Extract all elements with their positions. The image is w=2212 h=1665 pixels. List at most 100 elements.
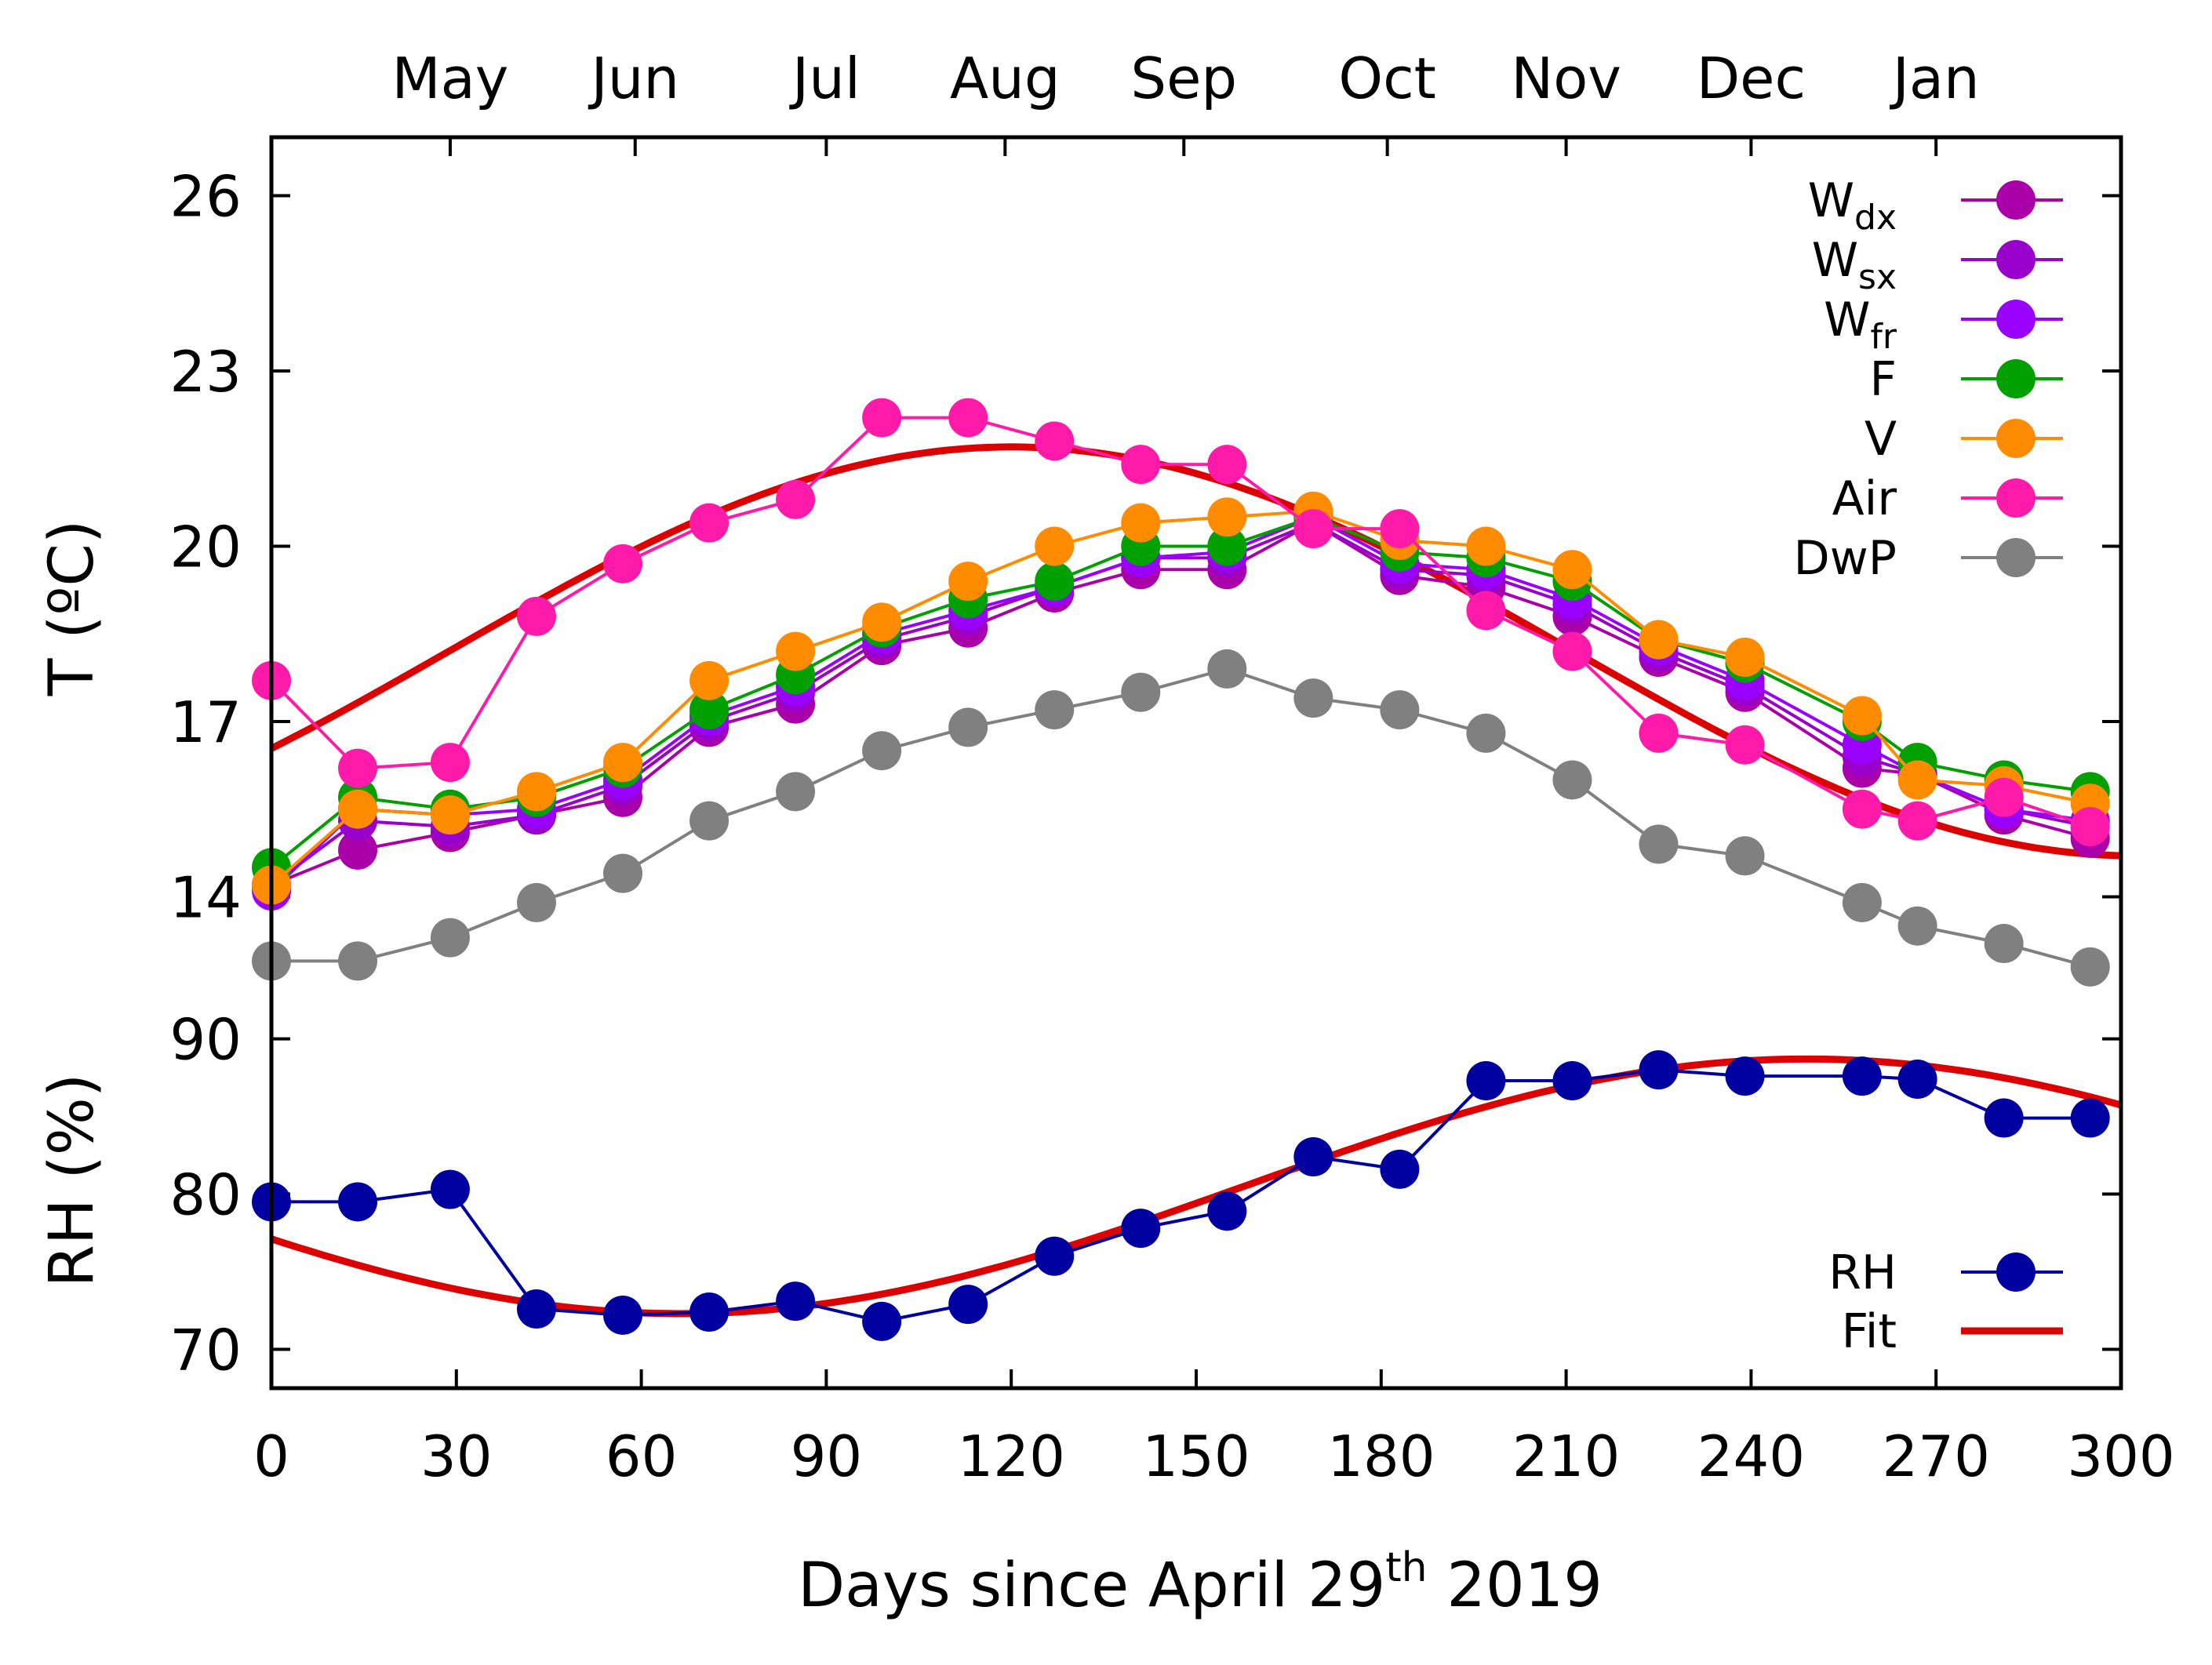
data-point-rh [1842, 1056, 1882, 1096]
data-layer [252, 398, 2123, 1341]
y-tick-label: 80 [169, 1162, 242, 1228]
x-tick-label: 120 [957, 1423, 1064, 1489]
data-point-air [338, 748, 378, 788]
data-point-air [1984, 777, 2024, 817]
month-label: Jul [789, 45, 860, 111]
x-tick-label: 180 [1327, 1423, 1435, 1489]
series-line-dwp [271, 667, 2091, 969]
y-axis-title-humidity: RH (%) [37, 1074, 107, 1288]
data-point-rh [776, 1281, 816, 1321]
data-point-dwp [2070, 947, 2110, 987]
data-point-dwp [1466, 713, 1506, 753]
month-label: May [392, 45, 509, 111]
x-axis-title-year: 2019 [1428, 1550, 1603, 1621]
y-tick-label: 14 [169, 864, 242, 930]
data-point-dwp [1035, 690, 1075, 730]
data-point-air [1207, 445, 1247, 485]
x-tick-label: 60 [606, 1423, 678, 1489]
data-point-air [948, 398, 988, 438]
data-point-rh [1380, 1149, 1420, 1189]
data-point-rh [1207, 1191, 1247, 1231]
x-tick-label: 150 [1142, 1423, 1250, 1489]
series-line-v [270, 509, 2091, 887]
data-point-v [1121, 503, 1161, 543]
data-point-dwp [1207, 649, 1247, 689]
series-line-air [270, 416, 2091, 828]
tick-layer [270, 137, 2123, 1388]
x-axis-title-superscript: th [1385, 1544, 1427, 1591]
data-point-air [1725, 725, 1765, 765]
data-point-v [1725, 638, 1765, 678]
legend-marker-dwx [1996, 180, 2036, 220]
data-point-air [1466, 591, 1506, 631]
data-point-dwp [689, 801, 729, 841]
data-point-air [1293, 509, 1333, 549]
data-point-rh [689, 1292, 729, 1332]
data-point-dwp [1842, 882, 1882, 922]
y-axis-title-temperature: T (ºC) [37, 520, 107, 697]
legend-marker-air [1996, 478, 2036, 518]
legend-label-v: V [1865, 412, 1897, 467]
data-point-v [862, 602, 902, 642]
data-point-rh [1552, 1061, 1592, 1101]
data-point-v [1207, 497, 1247, 537]
data-point-v [338, 789, 378, 829]
data-point-v [948, 562, 988, 602]
data-point-rh [338, 1182, 378, 1222]
x-tick-label: 30 [420, 1423, 493, 1489]
fit-curve-temperature [269, 443, 2122, 860]
data-point-v [1466, 526, 1506, 566]
data-point-air [516, 596, 556, 636]
data-point-v [1842, 696, 1882, 736]
plot-frame [269, 135, 2123, 1391]
data-point-rh [862, 1301, 902, 1341]
month-label: Jan [1890, 45, 1980, 111]
data-point-rh [1035, 1236, 1075, 1276]
data-point-dwp [1293, 678, 1333, 718]
legend-label-dwx: Wdx [1808, 173, 1897, 238]
data-point-air [1035, 421, 1075, 461]
legend-label-wsx: Wsx [1812, 233, 1897, 297]
data-point-rh [948, 1285, 988, 1325]
data-point-rh [1293, 1137, 1333, 1177]
legend-label-f: F [1869, 352, 1897, 407]
x-tick-label: 240 [1697, 1423, 1805, 1489]
data-point-v [1897, 760, 1937, 800]
data-point-dwp [1897, 906, 1937, 946]
data-point-f [689, 690, 729, 730]
legend-label-base: W [1808, 173, 1854, 228]
data-point-dwp [1639, 824, 1679, 864]
data-point-dwp [1552, 760, 1592, 800]
data-point-rh [603, 1295, 643, 1335]
series-line-dwx [271, 521, 2091, 887]
data-point-dwx [338, 830, 378, 870]
y-tick-label: 20 [169, 514, 242, 580]
label-layer: 0 30 60 90 120 150 180 210 240 270 300 May Jun Jul Aug… [169, 45, 2174, 1489]
y-tick-label: 17 [169, 689, 242, 755]
series-line-f [270, 515, 2090, 869]
legend-marker-v [1996, 419, 2036, 458]
data-point-rh [1121, 1209, 1161, 1249]
y-tick-label: 90 [169, 1007, 242, 1073]
data-point-dwp [603, 853, 643, 893]
data-point-air [1121, 445, 1161, 485]
data-point-v [516, 772, 556, 812]
legend-label-fit: Fit [1842, 1304, 1897, 1359]
data-point-dwp [948, 707, 988, 747]
legend-marker-wsx [1996, 240, 2036, 279]
y-tick-label: 23 [169, 339, 242, 405]
data-point-dwp [1725, 836, 1765, 876]
data-point-dwp [1380, 690, 1420, 730]
x-tick-label: 90 [791, 1423, 863, 1489]
data-point-air [689, 503, 729, 543]
data-point-air [1897, 801, 1937, 841]
data-point-air [603, 543, 643, 583]
x-tick-label: 270 [1882, 1423, 1989, 1489]
data-point-v [1639, 620, 1679, 660]
data-point-rh [1639, 1050, 1679, 1090]
month-label: Sep [1130, 45, 1237, 111]
data-point-rh [1984, 1098, 2024, 1138]
data-point-dwp [430, 918, 470, 958]
